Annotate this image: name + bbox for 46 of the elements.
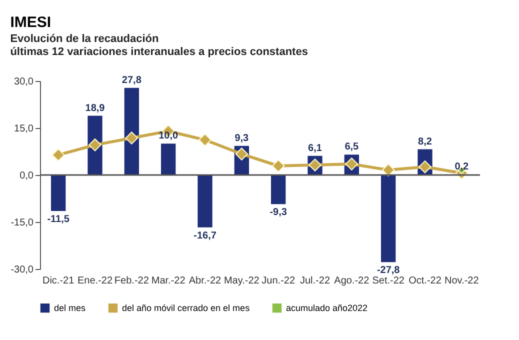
point [382,164,395,176]
x-tick-label: Jun.-22 [262,276,296,286]
data-label: -11,5 [47,214,70,226]
x-tick-label: Set.-22 [372,276,405,286]
data-label: 0,2 [454,161,470,172]
bar [124,88,139,175]
x-tick-label: Nov.-22 [444,276,480,286]
bar [161,144,176,175]
point [272,159,285,172]
data-label: 8,2 [418,136,432,148]
y-tick-label: -30,0 [10,264,34,276]
bar [198,175,212,228]
data-label: -16,7 [194,230,217,242]
data-label: 9,3 [234,132,250,144]
x-tick-label: Ago.-22 [334,276,370,286]
x-tick-label: Ene.-22 [77,276,113,286]
point [88,138,102,152]
chart-title: IMESI [10,14,52,31]
y-tick-label: 30,0 [14,76,34,88]
y-tick-label: -15,0 [10,218,34,228]
point [198,133,212,146]
data-label: -9,3 [270,207,288,218]
point [125,132,138,144]
x-tick-label: May.-22 [224,276,260,286]
bar [271,175,286,204]
x-tick-label: Abr.-22 [188,276,222,286]
data-label: 27,8 [122,74,142,86]
y-tick-label: 0,0 [20,170,34,182]
chart-subtitle: Evolución de la recaudación últimas 12 variaciones interanuales a precios constantes [10,32,308,58]
y-tick-label: 15,0 [14,124,34,134]
legend-label: del año móvil cerrado en el mes [122,303,250,314]
point [52,148,65,162]
bar [381,175,396,262]
legend-label: del mes [54,303,86,314]
x-tick-label: Dic.-21 [42,276,75,286]
x-tick-label: Jul.-22 [300,276,330,286]
data-label: 10,0 [158,130,178,142]
legend-label: acumulado año2022 [286,303,368,314]
data-label: 6,1 [308,142,322,154]
x-tick-label: Feb.-22 [114,276,150,286]
data-label: -27,8 [376,265,400,276]
x-tick-label: Mar.-22 [151,276,186,286]
data-label: 6,5 [344,142,360,153]
bar [51,175,66,212]
data-label: 18,9 [85,102,106,114]
x-tick-label: Oct.-22 [408,276,442,286]
